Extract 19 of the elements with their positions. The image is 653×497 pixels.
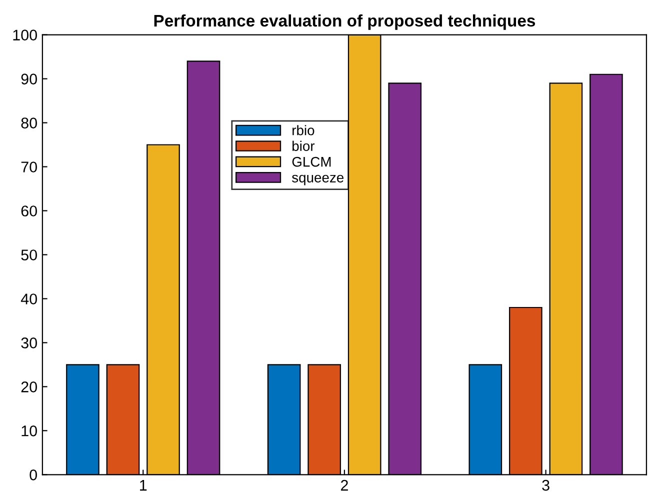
y-tick-label: 40 xyxy=(20,294,37,304)
y-tick-label: 10 xyxy=(22,426,37,436)
legend-label: rbio xyxy=(292,125,314,136)
y-tick-label: 50 xyxy=(21,250,37,260)
chart-title: Performance evaluation of proposed techniques xyxy=(154,14,536,30)
y-tick-label: 90 xyxy=(21,74,37,84)
x-tick-label: 2 xyxy=(340,480,348,491)
y-tick-label: 30 xyxy=(21,338,37,348)
legend-label: squeeze xyxy=(292,174,344,186)
x-tick-label: 3 xyxy=(542,480,550,491)
y-tick-label: 20 xyxy=(21,382,37,392)
y-tick-label: 60 xyxy=(21,206,37,216)
y-tick-label: 80 xyxy=(21,118,37,128)
legend-label: GLCM xyxy=(292,156,331,167)
y-tick-label: 70 xyxy=(21,162,37,172)
legend-label: bior xyxy=(292,140,315,151)
x-tick-label: 1 xyxy=(140,480,147,491)
y-tick-label: 0 xyxy=(30,470,37,480)
y-tick-label: 100 xyxy=(13,30,37,40)
